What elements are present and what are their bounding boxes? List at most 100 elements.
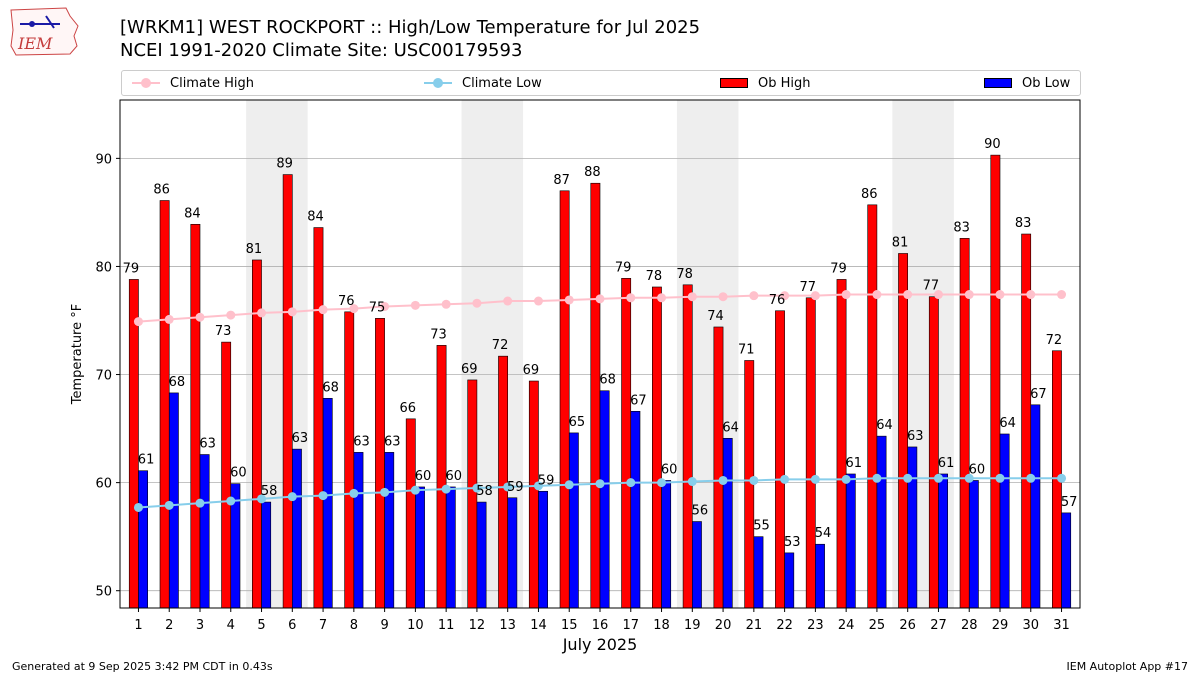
ob-low-label: 68 xyxy=(599,373,616,388)
ob-low-label: 58 xyxy=(476,484,493,499)
ob-low-label: 55 xyxy=(753,519,770,534)
ob-low-label: 60 xyxy=(969,462,986,477)
app-note: IEM Autoplot App #17 xyxy=(1066,660,1189,673)
ob-low-bar xyxy=(999,433,1010,609)
x-tick-label: 24 xyxy=(838,618,855,633)
y-tick-label: 50 xyxy=(95,585,112,600)
ob-low-label: 61 xyxy=(938,456,955,471)
climate-high-point xyxy=(718,292,728,302)
generated-note: Generated at 9 Sep 2025 3:42 PM CDT in 0… xyxy=(12,660,273,673)
ob-high-label: 87 xyxy=(553,173,570,188)
ob-high-label: 86 xyxy=(153,183,170,198)
ob-low-label: 64 xyxy=(722,420,739,435)
ob-high-label: 86 xyxy=(861,187,878,202)
climate-low-point xyxy=(441,484,451,494)
ob-high-label: 84 xyxy=(184,206,201,221)
climate-high-point xyxy=(903,290,913,300)
x-tick-label: 4 xyxy=(227,618,235,633)
climate-low-point xyxy=(318,491,328,501)
climate-low-point xyxy=(564,480,574,490)
climate-high-point xyxy=(841,290,851,300)
climate-high-point xyxy=(318,305,328,315)
y-tick-label: 70 xyxy=(95,369,112,384)
ob-high-label: 78 xyxy=(676,267,693,282)
climate-low-point xyxy=(1026,473,1036,483)
ob-low-label: 63 xyxy=(353,434,370,449)
climate-low-point xyxy=(410,485,420,495)
climate-low-point xyxy=(903,473,913,483)
ob-low-label: 58 xyxy=(261,484,278,499)
climate-high-point xyxy=(872,290,882,300)
climate-low-point xyxy=(1057,473,1067,483)
legend-label: Climate High xyxy=(170,75,255,91)
ob-high-label: 79 xyxy=(830,261,847,276)
legend-ob-high: Ob High xyxy=(720,71,811,95)
ob-low-bar xyxy=(384,452,395,609)
climate-high-point xyxy=(564,295,574,305)
x-tick-label: 16 xyxy=(592,618,609,633)
ob-low-label: 59 xyxy=(538,473,555,488)
legend-label: Climate Low xyxy=(462,75,542,91)
legend-label: Ob High xyxy=(758,75,811,91)
climate-low-point xyxy=(872,473,882,483)
ob-low-label: 60 xyxy=(661,462,678,477)
ob-high-label: 74 xyxy=(707,309,724,324)
climate-high-point xyxy=(257,308,267,318)
ob-high-bar xyxy=(682,284,693,609)
x-tick-label: 14 xyxy=(530,618,547,633)
ob-high-label: 76 xyxy=(338,294,355,309)
climate-high-point xyxy=(1026,290,1036,300)
ob-low-label: 61 xyxy=(845,456,862,471)
ob-high-label: 90 xyxy=(984,137,1001,152)
x-tick-label: 22 xyxy=(776,618,793,633)
ob-high-label: 89 xyxy=(276,157,293,172)
x-axis-label: July 2025 xyxy=(562,635,638,654)
ob-high-bar xyxy=(128,279,139,609)
x-tick-label: 30 xyxy=(1022,618,1039,633)
climate-high-point xyxy=(657,293,667,303)
ob-low-bar xyxy=(568,432,579,609)
climate-low-point xyxy=(503,482,513,492)
x-tick-label: 18 xyxy=(653,618,670,633)
climate-high-swatch-icon xyxy=(132,77,160,89)
ob-low-bar xyxy=(261,501,272,609)
climate-high-point xyxy=(503,296,513,306)
y-tick-label: 90 xyxy=(95,152,112,167)
ob-low-bar xyxy=(538,490,548,609)
ob-low-bar xyxy=(753,536,764,609)
climate-low-point xyxy=(995,473,1005,483)
ob-high-label: 71 xyxy=(738,342,755,357)
x-tick-label: 23 xyxy=(807,618,824,633)
climate-low-point xyxy=(749,475,759,485)
ob-high-label: 83 xyxy=(1015,216,1032,231)
ob-low-bar xyxy=(876,435,887,609)
climate-high-point xyxy=(780,291,790,301)
y-tick-label: 60 xyxy=(95,477,112,492)
x-tick-label: 1 xyxy=(134,618,142,633)
climate-high-point xyxy=(626,293,636,303)
logo-text: IEM xyxy=(17,34,53,53)
ob-low-label: 64 xyxy=(999,416,1016,431)
ob-low-label: 60 xyxy=(230,466,247,481)
climate-high-point xyxy=(349,304,359,314)
ob-high-label: 79 xyxy=(615,260,632,275)
ob-low-label: 63 xyxy=(907,429,924,444)
legend-climate-high: Climate High xyxy=(132,71,254,95)
climate-low-point xyxy=(687,477,697,487)
ob-high-label: 81 xyxy=(892,235,909,250)
climate-low-point xyxy=(195,498,205,508)
ob-low-bar xyxy=(599,390,610,609)
chart-title: [WRKM1] WEST ROCKPORT :: High/Low Temper… xyxy=(120,17,701,38)
ob-low-label: 59 xyxy=(507,480,524,495)
ob-low-bar xyxy=(1030,404,1041,609)
ob-high-bar xyxy=(282,174,293,609)
legend-label: Ob Low xyxy=(1022,75,1071,91)
ob-high-label: 88 xyxy=(584,165,601,180)
ob-high-label: 76 xyxy=(769,293,786,308)
ob-high-label: 73 xyxy=(430,327,447,342)
ob-low-bar xyxy=(138,470,148,609)
ob-high-label: 73 xyxy=(215,324,232,339)
climate-low-point xyxy=(380,487,390,497)
ob-high-bar xyxy=(1021,233,1032,609)
x-tick-label: 19 xyxy=(684,618,701,633)
